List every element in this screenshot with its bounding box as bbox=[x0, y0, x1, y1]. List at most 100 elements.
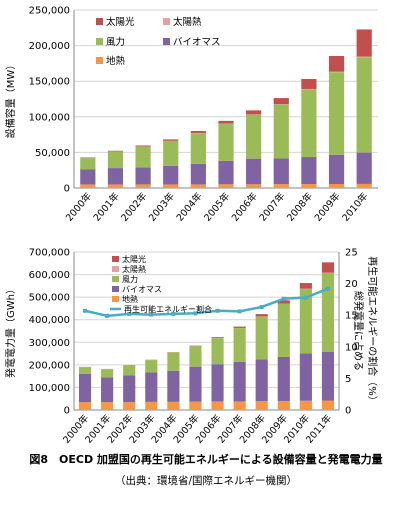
bar-segment bbox=[189, 345, 202, 347]
share-line-marker bbox=[325, 286, 330, 291]
legend-label: 太陽光 bbox=[106, 16, 135, 28]
bar-segment bbox=[321, 272, 335, 352]
y-tick-label: 200,000 bbox=[29, 41, 70, 52]
x-tick-label: 2002年 bbox=[119, 190, 150, 224]
x-tick-label: 2009年 bbox=[312, 190, 343, 224]
legend-swatch bbox=[96, 38, 103, 45]
bar-segment bbox=[135, 184, 151, 188]
share-line-marker bbox=[193, 311, 198, 316]
bar-segment bbox=[123, 402, 136, 410]
x-tick-label: 2004年 bbox=[174, 190, 205, 224]
bar-segment bbox=[246, 158, 262, 185]
legend-label: 太陽熱 bbox=[122, 264, 146, 274]
bar-segment bbox=[107, 151, 124, 169]
y-tick-label: 0 bbox=[64, 184, 70, 195]
bar-segment bbox=[218, 120, 234, 124]
share-line-marker bbox=[237, 309, 242, 314]
y-tick-label: 150,000 bbox=[29, 77, 70, 88]
bar-segment bbox=[101, 402, 114, 410]
bar-segment bbox=[255, 359, 268, 402]
legend-swatch bbox=[112, 266, 119, 272]
bar-segment bbox=[356, 152, 372, 184]
bar-segment bbox=[135, 167, 151, 185]
bar-segment bbox=[211, 337, 224, 339]
bar-segment bbox=[301, 78, 317, 89]
bar-segment bbox=[233, 401, 246, 410]
bar-segment bbox=[80, 184, 96, 188]
bar-segment bbox=[107, 150, 124, 152]
y2-tick-label: 10 bbox=[345, 342, 358, 353]
bar-segment bbox=[189, 366, 202, 402]
legend-swatch bbox=[112, 276, 119, 282]
bar-segment bbox=[273, 158, 289, 185]
legend-label: 風力 bbox=[122, 274, 138, 284]
x-tick-label: 2007年 bbox=[257, 190, 288, 224]
bar-segment bbox=[233, 361, 246, 402]
legend-swatch bbox=[163, 38, 170, 45]
y-tick-label: 0 bbox=[64, 406, 70, 417]
share-line-marker bbox=[105, 313, 110, 318]
x-tick-label: 2008年 bbox=[284, 190, 315, 224]
legend-label: 太陽熱 bbox=[173, 16, 202, 28]
bar-segment bbox=[190, 131, 206, 133]
bar-segment bbox=[246, 184, 262, 188]
bar-segment bbox=[107, 168, 124, 185]
bar-segment bbox=[328, 154, 345, 185]
bar-segment bbox=[356, 56, 372, 58]
bar-segment bbox=[189, 401, 202, 410]
bar-segment bbox=[277, 300, 290, 304]
bar-segment bbox=[328, 71, 345, 73]
legend-label: 太陽光 bbox=[122, 254, 146, 264]
bar-segment bbox=[356, 183, 372, 188]
x-tick-label: 2003年 bbox=[146, 190, 177, 224]
share-line-marker bbox=[171, 311, 176, 316]
bar-segment bbox=[123, 365, 136, 376]
bar-segment bbox=[246, 110, 262, 115]
legend-swatch bbox=[112, 296, 119, 302]
legend-label: 地熱 bbox=[106, 55, 126, 67]
bar-segment bbox=[163, 139, 179, 141]
bar-segment bbox=[80, 169, 96, 185]
share-line-marker bbox=[127, 311, 132, 316]
y2-axis-title-line2: 再生可能エネルギーの割合（%） bbox=[366, 256, 379, 406]
bar-segment bbox=[163, 141, 179, 166]
bar-segment bbox=[273, 104, 289, 159]
bar-segment bbox=[328, 184, 345, 188]
bar-segment bbox=[78, 402, 92, 410]
bar-segment bbox=[145, 372, 158, 402]
bar-segment bbox=[211, 401, 224, 410]
bar-segment bbox=[145, 401, 158, 410]
legend-label: バイオマス bbox=[173, 37, 221, 48]
bar-segment bbox=[167, 352, 180, 371]
y-tick-label: 700,000 bbox=[29, 248, 70, 259]
y-tick-label: 100,000 bbox=[29, 112, 70, 123]
bar-segment bbox=[135, 145, 151, 147]
bar-segment bbox=[211, 364, 224, 402]
bar-segment bbox=[328, 55, 345, 72]
bar-segment bbox=[163, 165, 179, 185]
legend-swatch bbox=[96, 18, 103, 25]
bar-segment bbox=[321, 400, 335, 410]
bar-segment bbox=[301, 157, 317, 185]
legend-swatch bbox=[112, 286, 119, 292]
bar-segment bbox=[211, 338, 224, 365]
x-tick-label: 2001年 bbox=[91, 190, 122, 224]
bar-segment bbox=[299, 400, 312, 410]
bar-segment bbox=[356, 29, 372, 57]
y2-axis-title-line1: 総発電量に占める bbox=[352, 291, 365, 371]
legend-swatch bbox=[96, 57, 103, 64]
bar-segment bbox=[190, 184, 206, 188]
bar-segment bbox=[255, 401, 268, 410]
bar-segment bbox=[101, 377, 114, 403]
share-line-marker bbox=[83, 308, 88, 313]
y2-tick-label: 0 bbox=[345, 406, 351, 417]
bar-segment bbox=[277, 303, 290, 357]
y-tick-label: 500,000 bbox=[29, 293, 70, 304]
legend-label: バイオマス bbox=[122, 285, 162, 294]
y2-tick-label: 25 bbox=[345, 248, 358, 259]
bar-segment bbox=[218, 160, 234, 185]
bar-segment bbox=[190, 163, 206, 185]
bar-segment bbox=[277, 356, 290, 401]
figure-source: （出典：環境省/国際エネルギー機関） bbox=[114, 475, 298, 487]
bar-segment bbox=[190, 133, 206, 164]
